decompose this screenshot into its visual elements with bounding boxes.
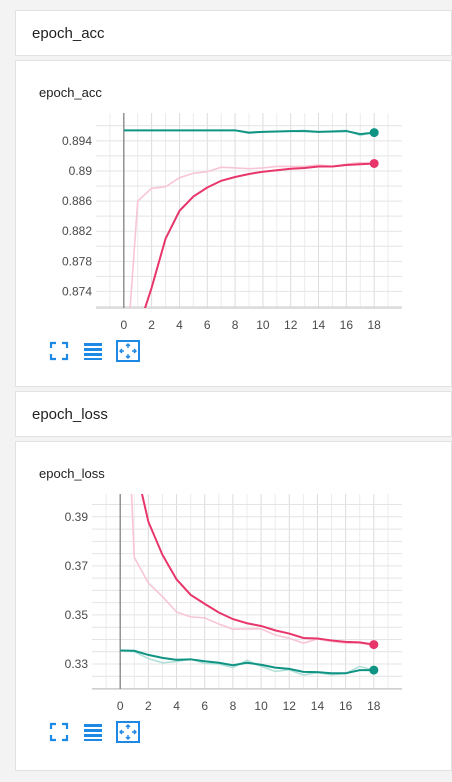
x-tick-label: 16 [339,699,353,713]
series-end-point [369,128,379,138]
y-tick-label: 0.882 [62,224,92,238]
x-tick-label: 12 [283,699,297,713]
fullscreen-icon[interactable] [48,721,70,743]
x-tick-label: 2 [148,318,155,332]
y-tick-label: 0.894 [62,134,92,148]
y-tick-label: 0.874 [62,284,92,298]
series-raw-line [130,494,374,647]
x-tick-label: 0 [120,318,127,332]
x-tick-label: 2 [145,699,152,713]
chart-card-acc: epoch_acc 0 2 4 6 8 10 12 14 16 18 0.874 0.878 0.882… [15,60,452,387]
series-smoothed-line [144,162,375,308]
x-tick-label: 14 [311,699,325,713]
x-tick-label: 10 [256,318,270,332]
y-tick-label: 0.33 [65,657,89,671]
y-tick-label: 0.35 [65,608,89,622]
series-end-point [369,665,379,675]
acc-chart: 0 2 4 6 8 10 12 14 16 18 0.874 0.878 0.882 0.886 0.89 0… [62,113,402,332]
chart-title: epoch_acc [39,85,102,100]
series-smoothed-line [120,649,374,675]
x-tick-label: 6 [201,699,208,713]
x-tick-label: 18 [368,318,382,332]
x-tick-label: 10 [254,699,268,713]
fullscreen-icon[interactable] [48,340,70,362]
x-tick-label: 14 [312,318,326,332]
chart-card-loss: epoch_loss 0 2 4 6 8 10 12 14 16 18 0.33 0.35 0.37 0.… [15,441,452,771]
x-tick-label: 8 [232,318,239,332]
chart-toolbar [48,721,158,743]
section-header-loss[interactable]: epoch_loss [15,391,452,437]
y-tick-label: 0.878 [62,254,92,268]
y-tick-label: 0.37 [65,559,89,573]
series-raw-line [120,649,375,676]
section-title: epoch_loss [32,406,108,423]
series-smoothed-line [123,129,375,136]
list-icon[interactable] [82,721,104,743]
section-title: epoch_acc [32,25,105,42]
list-icon[interactable] [82,340,104,362]
fit-domain-icon[interactable] [116,340,140,362]
series-end-point [369,158,379,168]
loss-chart: 0 2 4 6 8 10 12 14 16 18 0.33 0.35 0.37 0.39 [65,494,402,713]
x-tick-label: 4 [173,699,180,713]
fit-domain-icon[interactable] [116,721,140,743]
series-smoothed-line [141,494,374,646]
y-tick-label: 0.89 [69,164,93,178]
x-tick-label: 4 [176,318,183,332]
x-tick-label: 12 [284,318,298,332]
x-tick-label: 16 [340,318,354,332]
y-tick-label: 0.886 [62,194,92,208]
chart-title: epoch_loss [39,466,105,481]
x-tick-label: 8 [230,699,237,713]
x-tick-label: 0 [117,699,124,713]
y-tick-label: 0.39 [65,510,89,524]
x-tick-label: 6 [204,318,211,332]
chart-toolbar [48,340,158,362]
x-tick-label: 18 [367,699,381,713]
series-end-point [369,640,379,650]
section-header-acc[interactable]: epoch_acc [15,10,452,56]
